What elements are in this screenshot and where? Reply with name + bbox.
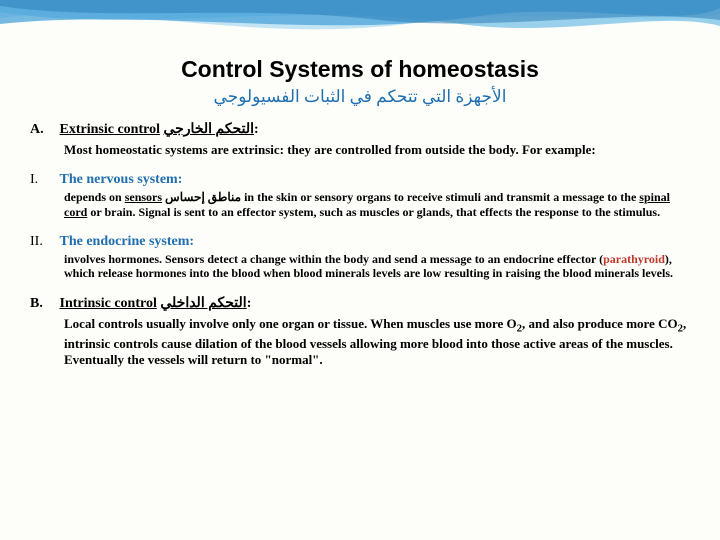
section-a-heading: A. Extrinsic control التحكم الخارجي: [30,121,690,138]
section-b-colon: : [247,296,252,311]
page-subtitle-arabic: الأجهزة التي تتحكم في الثبات الفسيولوجي [30,87,690,107]
section-a-body: Most homeostatic systems are extrinsic: … [64,142,690,158]
subsection-i-marker: I. [30,172,56,188]
subsection-ii-body: involves hormones. Sensors detect a chan… [64,252,690,281]
subsection-ii-marker: II. [30,234,56,250]
text-fragment: depends on [64,190,125,204]
page-title: Control Systems of homeostasis [30,56,690,83]
text-fragment: in the skin or sensory organs to receive… [241,190,639,204]
sensors-arabic: مناطق إحساس [165,190,241,204]
section-a-title-ar: التحكم الخارجي [163,122,254,137]
section-a-title-en: Extrinsic control [60,122,160,137]
subsection-ii-title: The endocrine system: [60,234,195,249]
section-a-marker: A. [30,122,56,138]
section-b-title-en: Intrinsic control [60,296,157,311]
subsection-i-heading: I. The nervous system: [30,172,690,188]
subsection-i-title: The nervous system: [60,172,183,187]
slide-content: Control Systems of homeostasis الأجهزة ا… [0,0,720,402]
subsection-ii-heading: II. The endocrine system: [30,234,690,250]
parathyroid-word: parathyroid [603,252,665,266]
text-fragment: involves hormones. Sensors detect a chan… [64,252,603,266]
section-b-title-ar: التحكم الداخلي [160,296,246,311]
sensors-word: sensors [125,190,162,204]
subsection-i-body: depends on sensors مناطق إحساس in the sk… [64,190,690,219]
text-fragment: or brain. Signal is sent to an effector … [87,205,660,219]
section-a-colon: : [254,122,259,137]
section-b-heading: B. Intrinsic control التحكم الداخلي: [30,295,690,312]
section-b-marker: B. [30,296,56,312]
section-b-body: Local controls usually involve only one … [64,316,690,369]
